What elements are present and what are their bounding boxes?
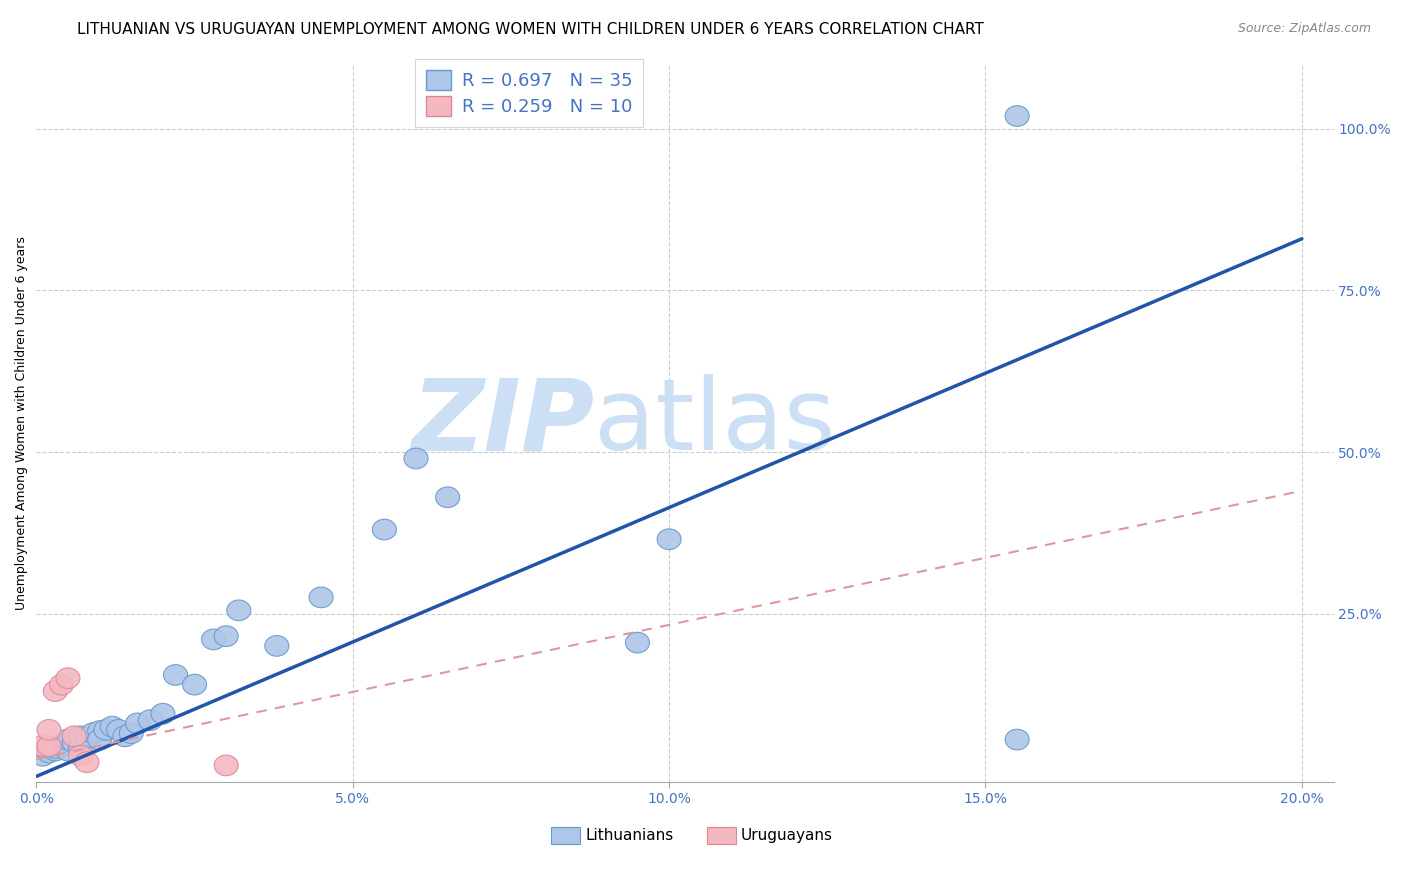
Ellipse shape (62, 726, 86, 747)
Ellipse shape (37, 742, 60, 763)
Ellipse shape (214, 755, 238, 776)
Ellipse shape (56, 668, 80, 689)
Ellipse shape (31, 736, 55, 756)
Ellipse shape (69, 738, 93, 758)
Ellipse shape (69, 726, 93, 747)
Ellipse shape (100, 716, 124, 737)
Ellipse shape (373, 519, 396, 540)
Ellipse shape (44, 738, 67, 758)
Ellipse shape (37, 720, 60, 740)
Ellipse shape (657, 529, 681, 549)
Ellipse shape (163, 665, 187, 685)
Ellipse shape (56, 740, 80, 761)
Ellipse shape (626, 632, 650, 653)
Ellipse shape (31, 746, 55, 766)
Ellipse shape (436, 487, 460, 508)
Legend: R = 0.697   N = 35, R = 0.259   N = 10: R = 0.697 N = 35, R = 0.259 N = 10 (415, 59, 644, 127)
Y-axis label: Unemployment Among Women with Children Under 6 years: Unemployment Among Women with Children U… (15, 236, 28, 610)
Ellipse shape (1005, 105, 1029, 127)
Text: atlas: atlas (595, 375, 835, 472)
Text: Lithuanians: Lithuanians (585, 828, 673, 843)
Ellipse shape (112, 726, 136, 747)
Ellipse shape (49, 736, 73, 756)
Ellipse shape (56, 730, 80, 750)
FancyBboxPatch shape (551, 827, 579, 844)
Ellipse shape (75, 727, 98, 748)
FancyBboxPatch shape (707, 827, 735, 844)
Text: Uruguayans: Uruguayans (741, 828, 832, 843)
Ellipse shape (82, 723, 105, 743)
Ellipse shape (44, 681, 67, 701)
Ellipse shape (404, 448, 427, 469)
Ellipse shape (37, 736, 60, 756)
Ellipse shape (120, 723, 143, 743)
Ellipse shape (62, 732, 86, 753)
Ellipse shape (94, 720, 118, 740)
Ellipse shape (138, 710, 162, 731)
Ellipse shape (226, 600, 250, 621)
Text: LITHUANIAN VS URUGUAYAN UNEMPLOYMENT AMONG WOMEN WITH CHILDREN UNDER 6 YEARS COR: LITHUANIAN VS URUGUAYAN UNEMPLOYMENT AMO… (77, 22, 984, 37)
Ellipse shape (69, 746, 93, 766)
Ellipse shape (201, 629, 225, 649)
Ellipse shape (87, 721, 111, 741)
Ellipse shape (87, 730, 111, 750)
Ellipse shape (150, 704, 174, 724)
Text: ZIP: ZIP (411, 375, 595, 472)
Ellipse shape (1005, 730, 1029, 750)
Ellipse shape (183, 674, 207, 695)
Text: Source: ZipAtlas.com: Source: ZipAtlas.com (1237, 22, 1371, 36)
Ellipse shape (49, 674, 73, 695)
Ellipse shape (75, 752, 98, 772)
Ellipse shape (107, 720, 131, 740)
Ellipse shape (125, 713, 149, 734)
Ellipse shape (44, 740, 67, 761)
Ellipse shape (309, 587, 333, 607)
Ellipse shape (214, 626, 238, 647)
Ellipse shape (264, 635, 288, 657)
